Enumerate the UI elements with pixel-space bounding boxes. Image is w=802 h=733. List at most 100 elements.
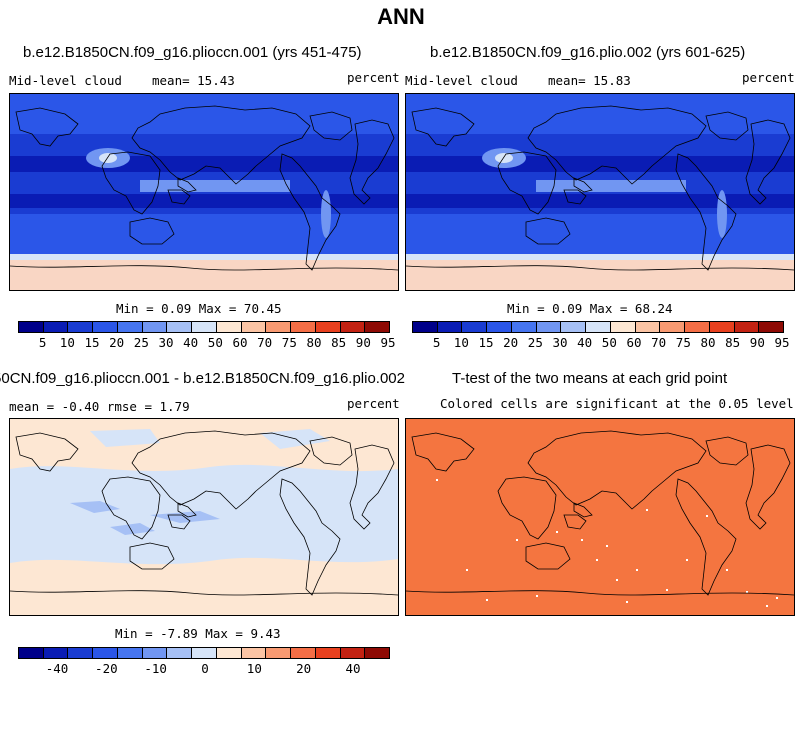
colorbar-box-5 [142, 322, 168, 332]
panel3-minmax: Min = -7.89 Max = 9.43 [115, 626, 281, 641]
panel1-units: percent [347, 70, 400, 85]
panel2-units: percent [742, 70, 795, 85]
coastline [527, 430, 707, 510]
coastline [573, 502, 593, 518]
panel3-title: 1850CN.f09_g16.plioccn.001 - b.e12.B1850… [0, 370, 405, 387]
non-significant-cell [686, 559, 688, 561]
coastline [705, 436, 749, 466]
non-significant-cell [636, 569, 638, 571]
colorbar-box-3 [487, 322, 512, 332]
panel4-map [405, 418, 795, 616]
subtropical-band [406, 194, 794, 208]
panel2-title: b.e12.B1850CN.f09_g16.plio.002 (yrs 601-… [430, 44, 746, 61]
colorbar-tick-label: 40 [345, 661, 361, 676]
coastline [167, 189, 191, 205]
coastline [745, 119, 791, 205]
colorbar-box-11 [291, 322, 316, 332]
subtropical-band [406, 156, 794, 172]
mid-latitude-band [406, 94, 794, 134]
colorbar-tick-label: 75 [281, 335, 297, 350]
non-significant-cell [536, 595, 538, 597]
colorbar-tick-label: 75 [675, 335, 691, 350]
colorbar-tick-label: 20 [109, 335, 125, 350]
coastline [129, 217, 175, 245]
non-significant-cell [606, 545, 608, 547]
colorbar-tick-label: 40 [577, 335, 593, 350]
non-significant-cell [706, 515, 708, 517]
non-significant-cell [666, 589, 668, 591]
tibet-cloud-core [495, 153, 513, 163]
coastline [527, 105, 707, 185]
coastline [15, 107, 79, 147]
coastline [497, 476, 557, 540]
colorbar-box-9 [241, 322, 267, 332]
coastline [411, 107, 475, 147]
colorbar-box-13 [734, 322, 760, 332]
colorbar-box-4 [511, 322, 537, 332]
panel3-map [9, 418, 399, 616]
coastline [675, 153, 737, 271]
itcz-band [536, 180, 686, 192]
antarctic-edge [10, 254, 398, 260]
panel4-subtitle: Colored cells are significant at the 0.0… [440, 396, 794, 411]
colorbar-box-0 [19, 648, 44, 658]
colorbar-box-10 [660, 322, 686, 332]
coastline [406, 590, 794, 596]
coastline [131, 105, 311, 185]
colorbar-box-8 [610, 322, 636, 332]
colorbar-tick-label: 40 [183, 335, 199, 350]
colorbar-box-2 [462, 322, 488, 332]
tibet-cloud-core [99, 153, 117, 163]
colorbar-tick-label: 90 [355, 335, 371, 350]
non-significant-cell [516, 539, 518, 541]
colorbar-box-6 [167, 648, 193, 658]
panel1-mean: mean= 15.43 [152, 73, 235, 88]
colorbar-box-12 [709, 322, 735, 332]
non-significant-cell [726, 569, 728, 571]
colorbar-tick-label: -40 [45, 661, 69, 676]
colorbar-box-9 [635, 322, 661, 332]
colorbar-tick-label: 50 [207, 335, 223, 350]
coastline [745, 444, 791, 530]
colorbar-box-2 [68, 322, 94, 332]
panel4-title: T-test of the two means at each grid poi… [452, 370, 728, 387]
coastline [309, 436, 353, 466]
colorbar-tick-label: 25 [133, 335, 149, 350]
coastline [279, 478, 341, 596]
antarctic-band [406, 258, 794, 290]
non-significant-cell [466, 569, 468, 571]
panel1-minmax: Min = 0.09 Max = 70.45 [116, 301, 282, 316]
colorbar-tick-label: 95 [380, 335, 396, 350]
colorbar-box-14 [365, 648, 390, 658]
coastline [15, 432, 79, 472]
non-significant-cell [626, 601, 628, 603]
coastline [525, 217, 571, 245]
colorbar-box-5 [536, 322, 562, 332]
colorbar-box-12 [315, 322, 341, 332]
colorbar-box-6 [561, 322, 587, 332]
panel3-stats: mean = -0.40 rmse = 1.79 [9, 399, 190, 414]
colorbar-box-14 [759, 322, 784, 332]
colorbar-tick-label: -20 [95, 661, 118, 676]
panel2-variable-label: Mid-level cloud [405, 73, 518, 88]
coastline [177, 502, 197, 518]
panel2-minmax: Min = 0.09 Max = 68.24 [507, 301, 673, 316]
map-background [406, 419, 794, 615]
coastline [101, 151, 161, 215]
colorbar-tick-label: 90 [749, 335, 765, 350]
colorbar-tick-label: 5 [38, 335, 47, 350]
coastline [10, 590, 398, 596]
andes-cloud [717, 190, 727, 238]
colorbar-tick-label: -10 [144, 661, 167, 676]
colorbar-box-0 [413, 322, 438, 332]
coastline [497, 151, 557, 215]
colorbar-box-2 [68, 648, 94, 658]
itcz-band [140, 180, 290, 192]
colorbar-tick-label: 10 [246, 661, 262, 676]
colorbar-box-6 [167, 322, 193, 332]
colorbar-box-4 [117, 648, 143, 658]
coastline [131, 430, 311, 510]
non-significant-cell [646, 509, 648, 511]
panel2-colorbar [412, 321, 784, 333]
colorbar-tick-label: 25 [527, 335, 543, 350]
